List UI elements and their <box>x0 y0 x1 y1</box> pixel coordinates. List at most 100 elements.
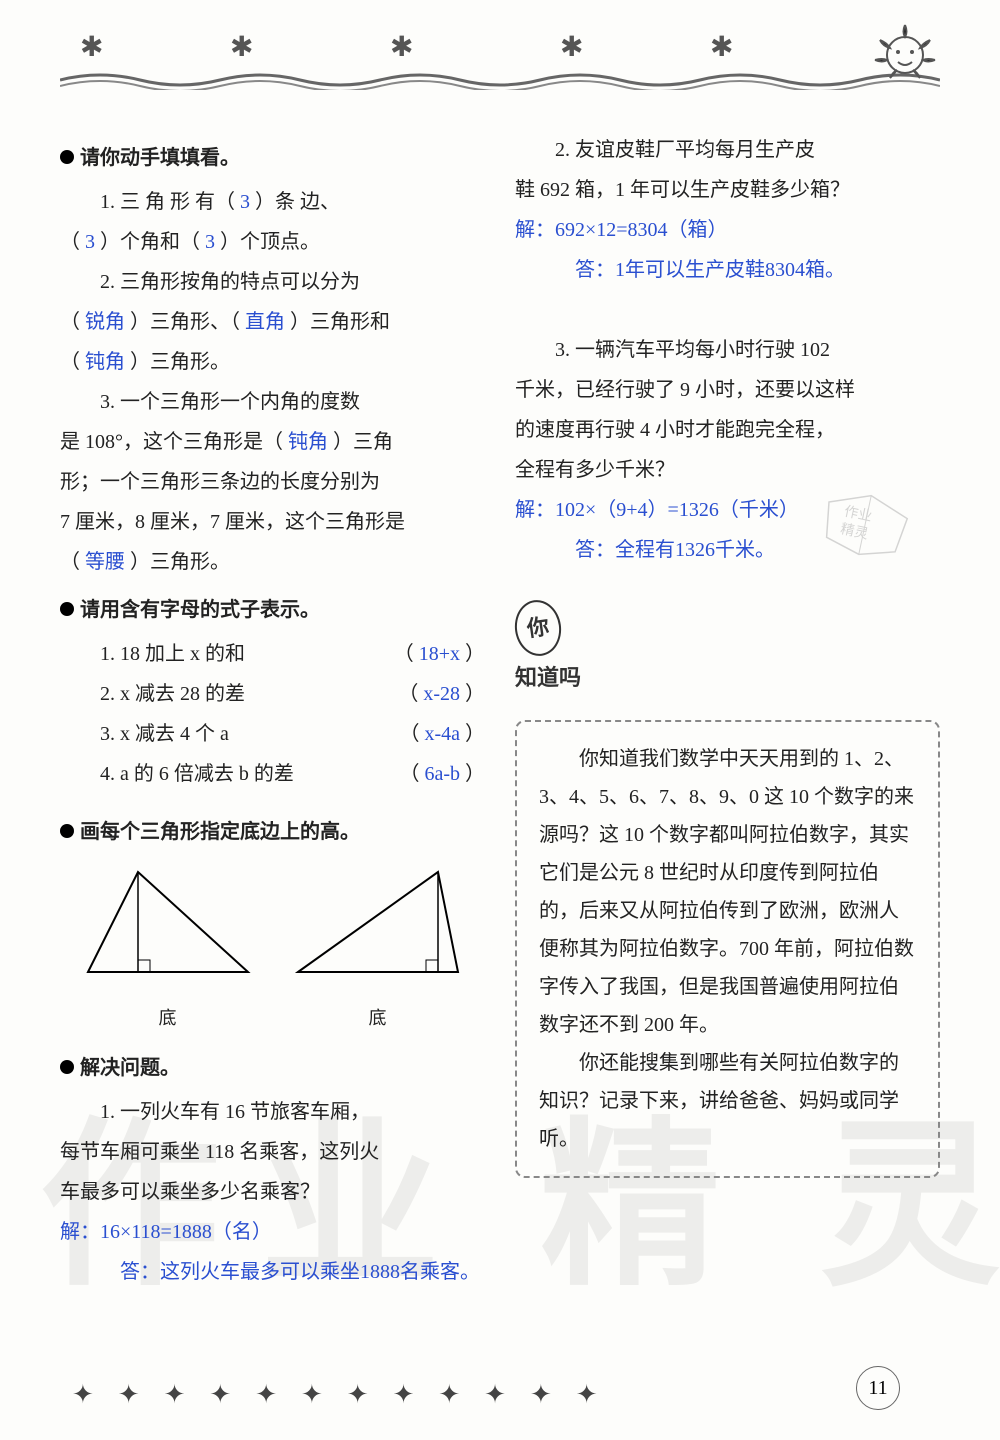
answer: 等腰 <box>85 551 125 573</box>
left-column: 请你动手填填看。 1. 三 角 形 有（ 3 ）条 边、 （ 3 ）个角和（ 3… <box>60 130 485 1350</box>
bee-icon: ✱ <box>230 30 253 64</box>
answer: 直角 <box>245 311 285 333</box>
word-problem-1-l3: 车最多可以乘坐多少名乘客？ <box>60 1172 485 1212</box>
solution-line: 解：16×118=1888（名） <box>60 1212 485 1252</box>
answer-line: 答：1年可以生产皮鞋8304箱。 <box>515 250 940 290</box>
triangle-1: 底 <box>78 862 258 1036</box>
expr-q: 1. 18 加上 x 的和 <box>100 634 245 674</box>
text: 1. 三 角 形 有（ <box>100 191 235 213</box>
expr-q: 2. x 减去 28 的差 <box>100 674 245 714</box>
answer: 3 <box>240 191 250 213</box>
q-angle-108-l5: （ 等腰 ）三角形。 <box>60 542 485 582</box>
text: （ <box>60 311 80 333</box>
q-triangle-types: 2. 三角形按角的特点可以分为 <box>60 262 485 302</box>
section-title: 画每个三角形指定底边上的高。 <box>80 821 360 843</box>
text: ）条 边、 <box>255 191 340 213</box>
section-head-expr: 请用含有字母的式子表示。 <box>60 590 485 630</box>
worksheet-page: ✱ ✱ ✱ ✱ ✱ 作 业 精 灵 <box>0 0 1000 1440</box>
sun-icon <box>870 20 940 90</box>
word-problem-1-l2: 每节车厢可乘坐 118 名乘客，这列火 <box>60 1132 485 1172</box>
expr-a: x-28 <box>423 683 460 705</box>
answer: 锐角 <box>85 311 125 333</box>
knowledge-box: 你知道我们数学中天天用到的 1、2、3、4、5、6、7、8、9、0 这 10 个… <box>515 720 940 1178</box>
leaf-icon: ✦ <box>530 1380 552 1410</box>
right-column: 2. 友谊皮鞋厂平均每月生产皮 鞋 692 箱，1 年可以生产皮鞋多少箱？ 解：… <box>515 130 940 1350</box>
triangle-row: 底 底 <box>60 862 485 1036</box>
q-triangle-sides-l2: （ 3 ）个角和（ 3 ）个顶点。 <box>60 222 485 262</box>
expr-row: 3. x 减去 4 个 a （ x-4a ） <box>60 714 485 754</box>
expr-paren: （ 18+x ） <box>394 634 485 674</box>
text: ）三角形、（ <box>130 311 240 333</box>
section-title: 解决问题。 <box>80 1057 180 1079</box>
q-triangle-sides: 1. 三 角 形 有（ 3 ）条 边、 <box>60 182 485 222</box>
leaf-icon: ✦ <box>255 1380 277 1410</box>
word-problem-2: 2. 友谊皮鞋厂平均每月生产皮 <box>515 130 940 170</box>
text: ）个角和（ <box>100 231 200 253</box>
base-label: 底 <box>288 1000 468 1036</box>
triangle-2: 底 <box>288 862 468 1036</box>
know-label: 知道吗 <box>515 665 581 690</box>
expr-row: 2. x 减去 28 的差 （ x-28 ） <box>60 674 485 714</box>
leaf-icon: ✦ <box>72 1380 94 1410</box>
answer: 3 <box>205 231 215 253</box>
q-angle-108: 3. 一个三角形一个内角的度数 <box>60 382 485 422</box>
expr-paren: （ x-28 ） <box>398 674 485 714</box>
text: ）三角形和 <box>290 311 390 333</box>
triangle-svg <box>288 862 468 982</box>
text: ）三角形。 <box>130 551 230 573</box>
word-problem-3: 3. 一辆汽车平均每小时行驶 102 <box>515 330 940 370</box>
leaf-icon: ✦ <box>347 1380 369 1410</box>
text: ）三角形。 <box>130 351 230 373</box>
expr-paren: （ x-4a ） <box>399 714 485 754</box>
wave-line <box>60 70 940 90</box>
bee-icon: ✱ <box>710 30 733 64</box>
expr-a: 18+x <box>419 643 460 665</box>
answer: 钝角 <box>85 351 125 373</box>
q-angle-108-l2: 是 108°，这个三角形是（ 钝角 ）三角 <box>60 422 485 462</box>
leaf-icon: ✦ <box>301 1380 323 1410</box>
leaf-icon: ✦ <box>393 1380 415 1410</box>
dragonfly-icon: ✱ <box>80 30 103 64</box>
answer: 3 <box>85 231 95 253</box>
expr-q: 3. x 减去 4 个 a <box>100 714 229 754</box>
leaf-icon: ✦ <box>118 1380 140 1410</box>
q-angle-108-l4: 7 厘米，8 厘米，7 厘米，这个三角形是 <box>60 502 485 542</box>
leaf-icon: ✦ <box>438 1380 460 1410</box>
expr-a: x-4a <box>424 723 460 745</box>
knowledge-text: 你知道我们数学中天天用到的 1、2、3、4、5、6、7、8、9、0 这 10 个… <box>539 740 916 1158</box>
solution-line: 解：692×12=8304（箱） <box>515 210 940 250</box>
know-char-ni: 你 <box>511 597 564 659</box>
word-problem-3-l2: 千米，已经行驶了 9 小时，还要以这样 <box>515 370 940 410</box>
content-columns: 请你动手填填看。 1. 三 角 形 有（ 3 ）条 边、 （ 3 ）个角和（ 3… <box>60 130 940 1350</box>
q-triangle-types-l3: （ 钝角 ）三角形。 <box>60 342 485 382</box>
text: ）三角 <box>333 431 393 453</box>
expr-a: 6a-b <box>424 763 460 785</box>
text: （ <box>60 351 80 373</box>
text: 是 108°，这个三角形是（ <box>60 431 283 453</box>
q-triangle-types-l2: （ 锐角 ）三角形、（ 直角 ）三角形和 <box>60 302 485 342</box>
footer-decoration: ✦ ✦ ✦ ✦ ✦ ✦ ✦ ✦ ✦ ✦ ✦ ✦ 11 <box>60 1370 940 1420</box>
leaf-icon: ✦ <box>209 1380 231 1410</box>
beetle-icon: ✱ <box>560 30 583 64</box>
dragonfly-icon: ✱ <box>390 30 413 64</box>
answer: 钝角 <box>288 431 328 453</box>
page-number: 11 <box>856 1366 900 1410</box>
expr-paren: （ 6a-b ） <box>399 754 485 794</box>
word-problem-3-l4: 全程有多少千米？ <box>515 450 940 490</box>
text: （ <box>60 551 80 573</box>
section-head-height: 画每个三角形指定底边上的高。 <box>60 812 485 852</box>
text: （ <box>60 231 80 253</box>
leaf-icon: ✦ <box>576 1380 598 1410</box>
leaf-icon: ✦ <box>164 1380 186 1410</box>
expr-q: 4. a 的 6 倍减去 b 的差 <box>100 754 294 794</box>
section-head-solve: 解决问题。 <box>60 1048 485 1088</box>
answer-line: 答：这列火车最多可以乘坐1888名乘客。 <box>60 1252 485 1292</box>
leaf-icon: ✦ <box>484 1380 506 1410</box>
triangle-svg <box>78 862 258 982</box>
do-you-know-icon: 你 知道吗 <box>515 600 940 700</box>
base-label: 底 <box>78 1000 258 1036</box>
section-title: 请你动手填填看。 <box>80 147 240 169</box>
expr-row: 4. a 的 6 倍减去 b 的差 （ 6a-b ） <box>60 754 485 794</box>
expr-row: 1. 18 加上 x 的和 （ 18+x ） <box>60 634 485 674</box>
word-problem-3-l3: 的速度再行驶 4 小时才能跑完全程， <box>515 410 940 450</box>
